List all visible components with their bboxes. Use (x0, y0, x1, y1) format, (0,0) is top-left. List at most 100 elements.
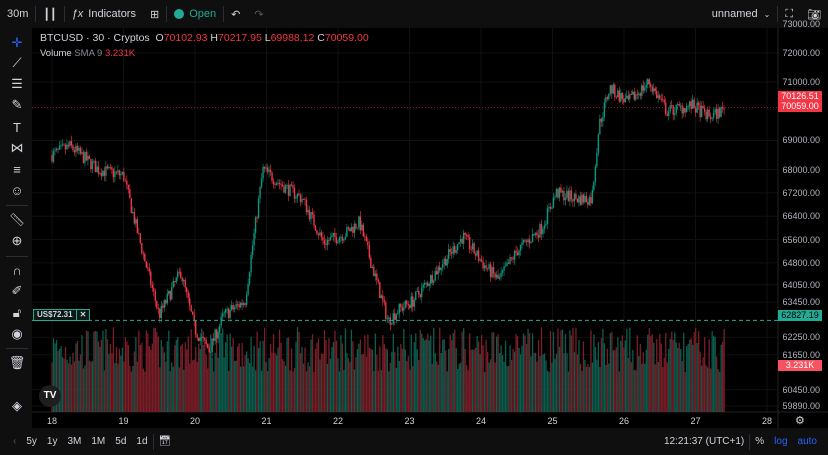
candle-body (153, 287, 155, 292)
candle-body (717, 108, 719, 119)
range-5d[interactable]: 5d (115, 436, 127, 447)
candle-body (703, 108, 706, 112)
volume-bar (515, 333, 517, 412)
fullscreen-icon[interactable]: ⛶ (785, 7, 794, 20)
crosshair-icon[interactable]: ✛ (11, 35, 23, 50)
volume-bar (495, 336, 498, 412)
zoom-in-icon[interactable]: ⊕ (11, 233, 23, 248)
volume-bar (587, 364, 589, 412)
volume-bar (293, 368, 296, 412)
volume-bar (254, 370, 257, 412)
templates-icon[interactable]: ⊞ (149, 8, 160, 21)
text-icon[interactable]: T (13, 119, 21, 135)
settings-icon[interactable]: ⚙ (795, 415, 805, 427)
range-1y[interactable]: 1y (46, 436, 58, 447)
volume-bar (681, 360, 683, 412)
indicators-label: Indicators (88, 8, 136, 20)
drawing-toolbar: ✛ ⟋ ☰ ✎ T ⋈ ≡ ☺ 📏︎ ⊕ ∩ ✐ 🔓︎ ◉ 🗑︎ ◈ (0, 28, 32, 428)
volume-bar (226, 334, 228, 412)
volume-bar (214, 352, 216, 412)
forecast-icon[interactable]: ≡ (13, 161, 21, 177)
candle-body (527, 239, 529, 242)
ruler-icon[interactable]: 📏︎ (8, 212, 26, 227)
volume-bar (584, 359, 586, 412)
brush-icon[interactable]: ✎ (11, 97, 23, 112)
candle-body (693, 99, 695, 109)
redo-icon[interactable]: ↷ (254, 8, 264, 21)
chart-canvas[interactable] (32, 23, 828, 428)
symbol-legend[interactable]: BTCUSD · 30 · Cryptos O70102.93 H70217.9… (40, 31, 369, 46)
candle-body (268, 169, 270, 172)
volume-bar (138, 330, 140, 412)
candle-body (620, 92, 622, 102)
range-3M[interactable]: 3M (67, 436, 82, 447)
volume-bar (251, 366, 254, 412)
alert-price: US$72.31 (37, 310, 73, 319)
candle-body (516, 252, 519, 256)
volume-bar (507, 365, 510, 412)
candle-body (618, 90, 621, 102)
range-1d[interactable]: 1d (136, 436, 148, 447)
volume-bar (298, 331, 300, 412)
market-status[interactable]: Open (167, 0, 223, 28)
pattern-icon[interactable]: ⋈ (10, 140, 24, 155)
chart-pane[interactable] (32, 23, 828, 428)
volume-legend[interactable]: Volume SMA 9 3.231K (40, 46, 369, 61)
range-5y[interactable]: 5y (26, 436, 37, 447)
volume-bar (341, 343, 344, 412)
unlock-icon[interactable]: 🔓︎ (12, 305, 22, 320)
volume-bar (389, 362, 391, 412)
volume-bar (621, 335, 624, 412)
close-icon[interactable]: ✕ (75, 310, 90, 320)
candle-body (383, 300, 386, 303)
volume-bar (280, 342, 282, 412)
volume-bar (126, 341, 128, 412)
volume-bar (144, 371, 146, 412)
volume-bar (666, 362, 668, 412)
candles-icon[interactable]: ┃┃ (43, 8, 57, 21)
volume-bar (130, 371, 133, 412)
candle-body (510, 257, 513, 259)
lock-drawing-icon[interactable]: ✐ (11, 283, 23, 298)
candle-body (325, 244, 327, 245)
volume-bar (588, 366, 591, 412)
layout-name-button[interactable]: unnamed ⌄ (705, 0, 778, 28)
log-toggle[interactable]: log (774, 436, 788, 447)
candle-body (220, 316, 222, 326)
clock[interactable]: 12:21:37 (UTC+1) (663, 436, 745, 447)
auto-toggle[interactable]: auto (797, 436, 817, 447)
volume-bar (367, 334, 369, 412)
volume-bar (662, 367, 664, 412)
undo-icon[interactable]: ↶ (231, 8, 241, 21)
candle-body (608, 93, 610, 99)
volume-bar (557, 328, 559, 412)
tradingview-logo-icon[interactable]: TV (39, 385, 61, 407)
trendline-icon[interactable]: ⟋ (12, 55, 22, 70)
candle-body (241, 302, 243, 305)
fib-icon[interactable]: ☰ (11, 76, 23, 91)
alert-label[interactable]: US$72.31 ✕ (33, 309, 91, 321)
candle-body (323, 240, 326, 245)
range-1M[interactable]: 1M (91, 436, 106, 447)
percent-toggle[interactable]: % (755, 436, 765, 447)
volume-bar (278, 329, 281, 412)
collapse-icon[interactable]: ‹ (13, 436, 17, 447)
candle-body (189, 298, 191, 306)
trash-icon[interactable]: 🗑︎ (8, 355, 26, 370)
candle-body (278, 182, 281, 185)
o-label: O (155, 32, 164, 44)
emoji-icon[interactable]: ☺ (10, 182, 24, 198)
eye-icon[interactable]: ◉ (11, 326, 23, 341)
indicators-button[interactable]: ƒx Indicators (65, 0, 143, 28)
layers-icon[interactable]: ◈ (12, 398, 22, 413)
camera-icon[interactable]: 📷︎ (807, 8, 821, 21)
volume-bar (277, 347, 279, 412)
calendar-icon[interactable]: 📅︎ (158, 436, 172, 447)
magnet-icon[interactable]: ∩ (12, 262, 22, 278)
volume-bar (192, 360, 194, 412)
interval-button[interactable]: 30m (7, 8, 29, 20)
volume-bar (501, 355, 504, 412)
volume-bar (269, 343, 272, 412)
candle-body (415, 291, 417, 300)
candle-body (171, 287, 173, 300)
